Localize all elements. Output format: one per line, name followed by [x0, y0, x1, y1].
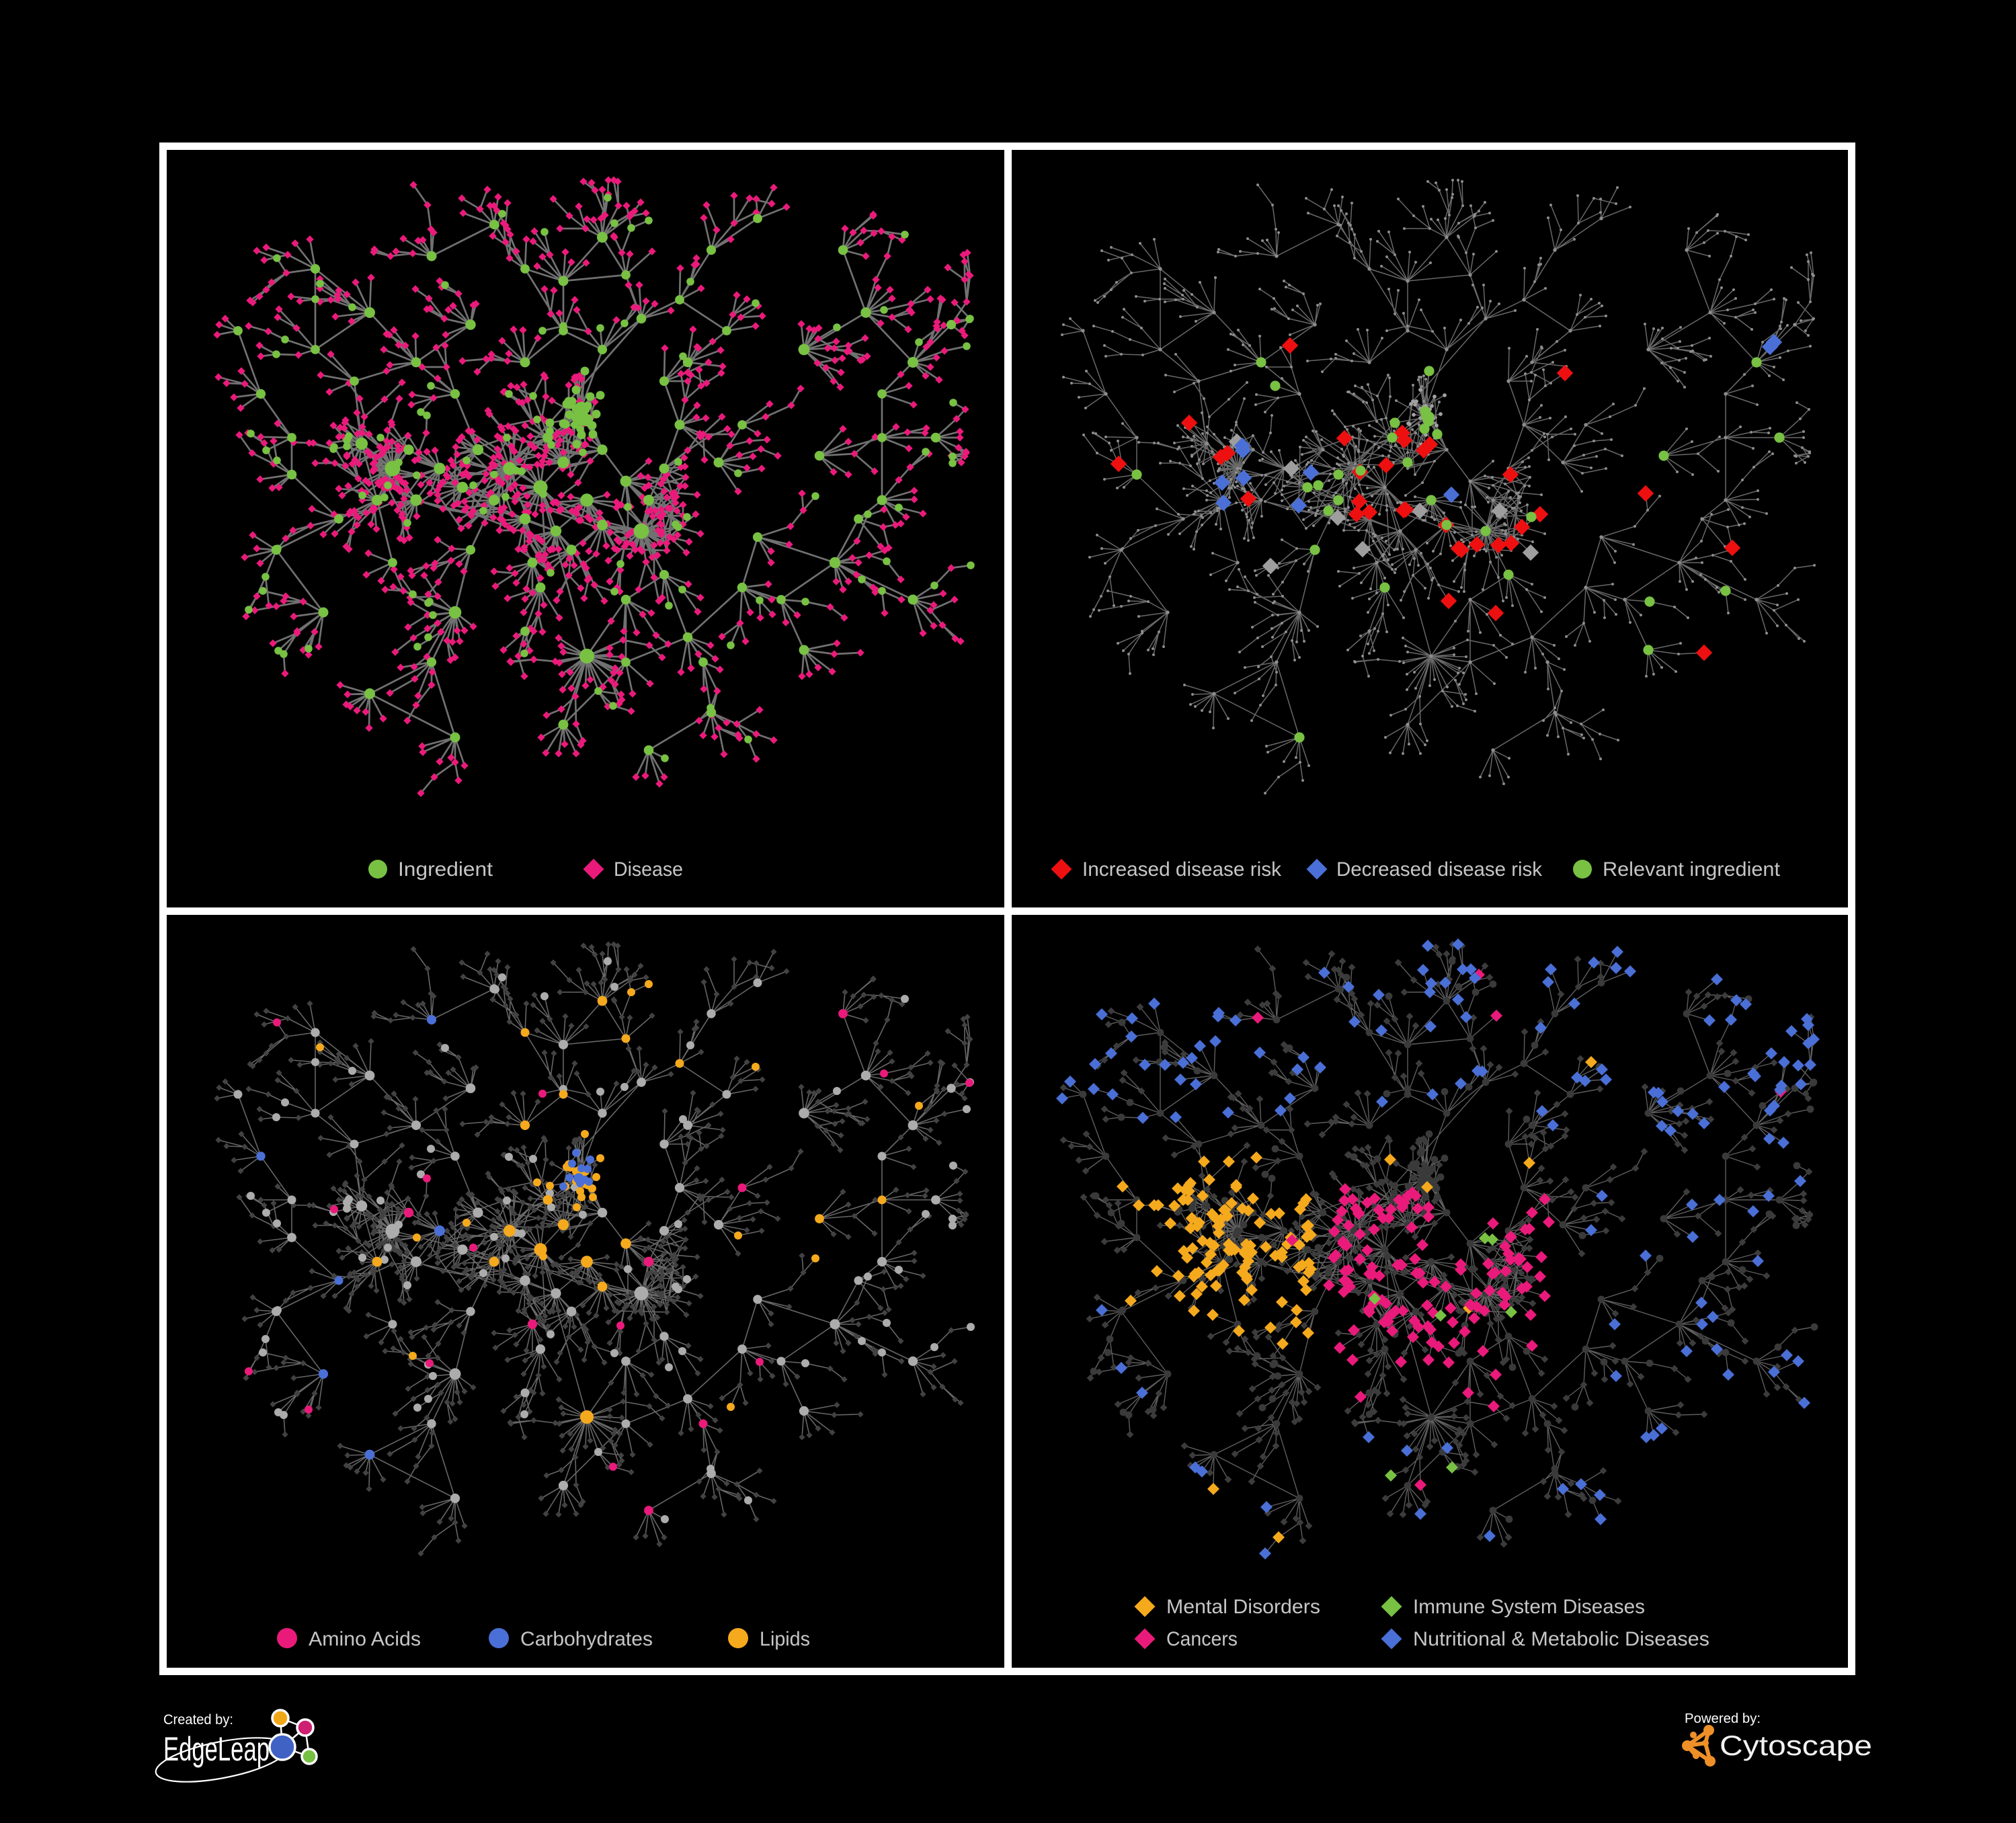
- svg-text:Nutritional & Metabolic Diseas: Nutritional & Metabolic Diseases: [1413, 1628, 1709, 1650]
- svg-text:Immune System Diseases: Immune System Diseases: [1413, 1596, 1645, 1618]
- svg-text:EdgeLeap: EdgeLeap: [163, 1730, 270, 1768]
- svg-text:Amino Acids: Amino Acids: [309, 1628, 421, 1650]
- svg-text:Lipids: Lipids: [760, 1628, 810, 1650]
- svg-text:Decreased disease risk: Decreased disease risk: [1336, 858, 1543, 881]
- svg-text:Ingredient: Ingredient: [398, 858, 493, 881]
- svg-text:Cancers: Cancers: [1166, 1628, 1238, 1650]
- svg-text:Powered by:: Powered by:: [1685, 1711, 1761, 1726]
- svg-text:Carbohydrates: Carbohydrates: [520, 1628, 653, 1650]
- svg-text:Increased disease risk: Increased disease risk: [1082, 858, 1282, 881]
- svg-text:Created by:: Created by:: [163, 1712, 233, 1728]
- svg-text:Relevant ingredient: Relevant ingredient: [1603, 858, 1781, 881]
- svg-text:Cytoscape: Cytoscape: [1720, 1730, 1872, 1761]
- svg-text:Mental Disorders: Mental Disorders: [1166, 1596, 1320, 1618]
- svg-text:Disease: Disease: [614, 858, 683, 881]
